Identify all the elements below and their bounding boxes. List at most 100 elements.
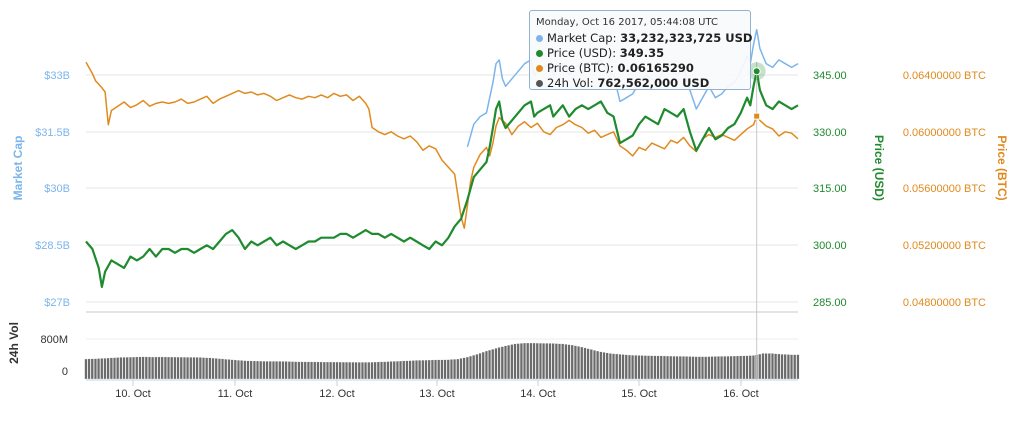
volume-bar xyxy=(157,356,161,380)
tooltip-value: 33,232,323,725 USD xyxy=(620,31,753,45)
volume-bar xyxy=(408,360,412,380)
volume-bar xyxy=(284,361,288,380)
x-tick-label: 14. Oct xyxy=(520,388,555,400)
volume-bar xyxy=(351,361,355,380)
volume-bar xyxy=(418,360,422,380)
y-tick-label-price-btc: 0.05600000 BTC xyxy=(903,183,986,195)
volume-bar xyxy=(243,360,247,380)
volume-bar xyxy=(278,361,282,380)
volume-bar xyxy=(656,355,660,380)
legend-dot-icon xyxy=(536,35,543,42)
tooltip-label: Price (USD): xyxy=(547,46,617,60)
volume-bar xyxy=(615,353,619,380)
volume-bar xyxy=(217,358,221,380)
volume-bar xyxy=(291,361,294,380)
x-tick-label: 16. Oct xyxy=(723,388,758,400)
volume-bar xyxy=(332,361,336,380)
y-tick-label-price-btc: 0.05200000 BTC xyxy=(903,240,986,252)
volume-bar xyxy=(602,352,606,380)
x-tick-label: 12. Oct xyxy=(319,388,354,400)
volume-bar xyxy=(341,361,345,380)
volume-bar xyxy=(310,361,314,380)
volume-bar xyxy=(144,356,148,380)
tooltip-label: Price (BTC): xyxy=(547,61,614,75)
volume-bar xyxy=(360,362,364,380)
volume-bar xyxy=(570,344,574,380)
volume-bar xyxy=(612,353,615,380)
volume-bar xyxy=(745,355,749,380)
volume-bar xyxy=(497,347,501,380)
volume-bar xyxy=(316,361,320,380)
volume-bar xyxy=(125,356,129,380)
y-tick-label-market-cap: $27B xyxy=(44,297,70,309)
volume-bar xyxy=(469,355,472,380)
volume-bar xyxy=(558,343,561,380)
y-tick-label-price-usd: 285.00 xyxy=(813,297,847,309)
volume-bar xyxy=(577,346,581,380)
tooltip-row-market-cap: Market Cap: 33,232,323,725 USD xyxy=(536,31,752,46)
volume-bar xyxy=(637,355,641,380)
volume-bar xyxy=(662,355,666,380)
tooltip-value: 349.35 xyxy=(619,46,665,60)
volume-bar xyxy=(589,349,593,380)
volume-bar xyxy=(462,357,466,380)
volume-bar xyxy=(345,361,348,380)
volume-bar xyxy=(214,358,218,380)
volume-bar xyxy=(697,356,701,380)
volume-bar xyxy=(300,361,304,380)
volume-bar xyxy=(701,356,704,380)
volume-bar xyxy=(249,360,253,380)
volume-bar xyxy=(669,355,673,380)
volume-bar xyxy=(624,354,628,380)
volume-bar xyxy=(189,357,193,380)
volume-bar xyxy=(666,355,670,380)
y-tick-label-volume: 800M xyxy=(40,334,68,346)
volume-bar xyxy=(672,355,676,380)
volume-bar xyxy=(176,356,180,380)
volume-bar xyxy=(736,355,739,380)
volume-bar xyxy=(395,360,399,380)
volume-bar xyxy=(271,361,275,380)
volume-bar xyxy=(729,355,733,380)
tooltip-row-price-btc: Price (BTC): 0.06165290 xyxy=(536,61,744,76)
volume-bar xyxy=(160,356,164,380)
volume-bar xyxy=(751,355,755,380)
volume-bar xyxy=(488,349,492,380)
volume-bar xyxy=(621,354,625,380)
volume-bar xyxy=(297,361,301,380)
volume-bar xyxy=(275,361,279,380)
volume-bar xyxy=(151,356,155,380)
volume-bar xyxy=(504,345,507,380)
volume-bar xyxy=(554,343,558,380)
y-tick-label-market-cap: $31.5B xyxy=(35,127,70,139)
volume-bar xyxy=(580,346,584,380)
volume-bar xyxy=(367,361,371,380)
volume-bar xyxy=(326,361,329,380)
volume-bar xyxy=(103,358,107,380)
volume-bar xyxy=(113,357,116,380)
volume-bar xyxy=(402,360,406,380)
volume-bar xyxy=(478,352,482,380)
volume-bar xyxy=(116,357,120,380)
y-tick-label-volume: 0 xyxy=(62,366,68,378)
tooltip-value: 0.06165290 xyxy=(617,61,694,75)
volume-bar xyxy=(192,357,196,380)
volume-bar xyxy=(720,356,724,380)
volume-bar xyxy=(380,361,383,380)
volume-bar xyxy=(383,361,387,380)
volume-bar xyxy=(532,342,536,380)
volume-bar xyxy=(758,353,762,380)
volume-bar xyxy=(163,356,167,380)
volume-bar xyxy=(627,354,631,380)
volume-bar xyxy=(354,361,358,380)
volume-bar xyxy=(774,353,778,380)
volume-bar xyxy=(195,357,199,380)
volume-bar xyxy=(519,343,523,380)
x-tick-label: 10. Oct xyxy=(115,388,150,400)
volume-bar xyxy=(653,355,657,380)
tooltip-value: 762,562,000 USD xyxy=(597,76,710,90)
volume-bar xyxy=(586,348,590,380)
volume-bar xyxy=(335,361,339,380)
volume-bar xyxy=(694,356,698,380)
volume-bar xyxy=(208,357,212,380)
